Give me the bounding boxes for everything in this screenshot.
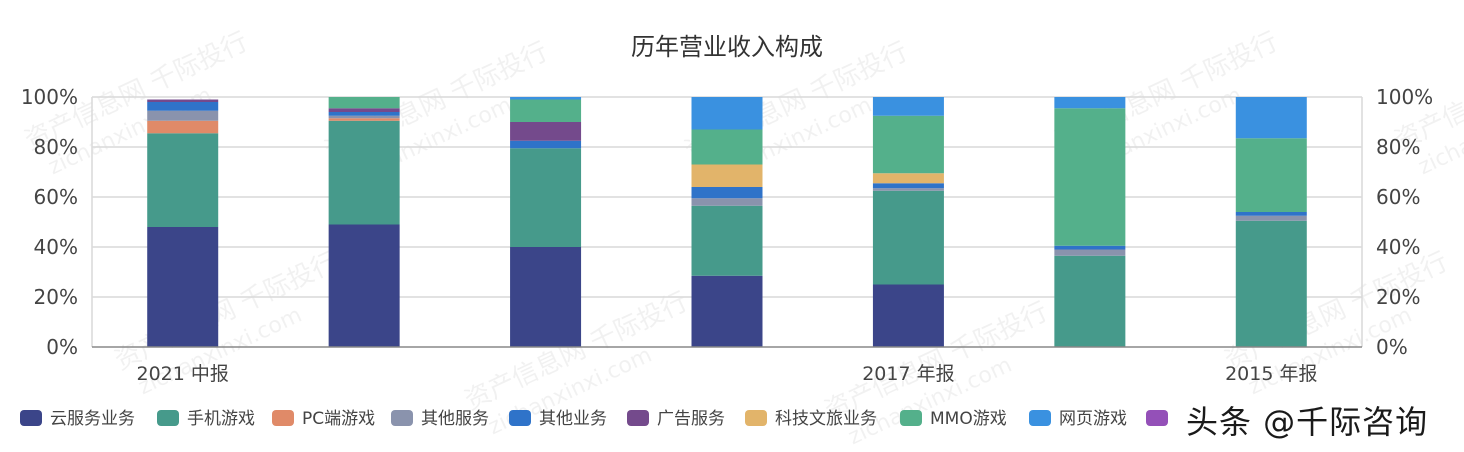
legend-item [1146,410,1168,426]
legend-item: 网页游戏 [1029,409,1127,429]
bar-segment [872,188,944,191]
bar-segment [1054,255,1126,347]
bar-segment [872,190,944,285]
bar-segment [872,183,944,189]
legend-item: PC端游戏 [272,409,375,429]
chart-title: 历年营业收入构成 [631,33,823,61]
legend-label: MMO游戏 [930,409,1007,429]
x-tick-label: 2015 年报 [1225,363,1317,385]
legend-label: 科技文旅业务 [775,409,877,429]
bar-segment [147,120,219,134]
legend-swatch [20,410,42,426]
y-tick-label-left: 60% [34,185,78,209]
bar-segment [872,115,944,174]
legend-swatch [1029,410,1051,426]
bar-segment [510,247,582,347]
bar-segment [510,122,582,141]
bar-segment [691,187,763,199]
bar-segment [147,99,219,102]
stacked-bars [147,97,1307,347]
bar-segment [510,99,582,122]
bar-segment [1235,97,1307,139]
left-y-axis: 0% 20% 40% 60% 80% 100% [21,85,78,359]
y-tick-label-right: 80% [1376,135,1420,159]
bar-segment [1235,138,1307,212]
legend-label: 手机游戏 [187,409,255,429]
legend-label: 广告服务 [657,409,725,429]
bar-segment [328,115,400,119]
bar-segment [691,97,763,130]
bar-segment [147,110,219,121]
bar-segment [872,173,944,184]
bar-segment [510,140,582,149]
legend-swatch [1146,410,1168,426]
bar-segment [1054,245,1126,250]
overlay-caption: 头条 @千际咨询 [1180,397,1435,443]
y-tick-label-right: 20% [1376,285,1420,309]
legend-swatch [157,410,179,426]
bar-segment [147,227,219,347]
bar-segment [872,284,944,347]
legend-item: 云服务业务 [20,409,135,429]
bar-segment [510,97,582,100]
legend-label: PC端游戏 [302,409,375,429]
bar-segment [691,198,763,206]
bar-segment [328,108,400,112]
bar-segment [510,148,582,247]
bar-segment [872,97,944,116]
y-tick-label-left: 80% [34,135,78,159]
legend-label: 其他服务 [421,409,489,429]
x-axis-labels: 2021 中报 2017 年报 2015 年报 [137,363,1318,385]
bar-segment [147,133,219,227]
legend-item: 科技文旅业务 [745,409,877,429]
bar-segment [691,164,763,187]
legend-swatch [627,410,649,426]
legend: 云服务业务 手机游戏 PC端游戏 其他服务 其他业务 广告服务 科技文旅业务 MMO游戏 网页游… [20,409,1168,429]
y-tick-label-right: 0% [1376,335,1408,359]
legend-label: 其他业务 [539,409,607,429]
bar-segment [691,205,763,276]
legend-item: 广告服务 [627,409,725,429]
bar-segment [1235,220,1307,347]
legend-swatch [900,410,922,426]
y-tick-label-right: 40% [1376,235,1420,259]
legend-label: 云服务业务 [50,409,135,429]
y-tick-label-left: 40% [34,235,78,259]
x-tick-label: 2021 中报 [137,363,229,385]
legend-item: 其他业务 [509,409,607,429]
bar-segment [328,224,400,347]
bar-segment [1054,249,1126,256]
bar-segment [1235,215,1307,221]
legend-swatch [272,410,294,426]
legend-swatch [509,410,531,426]
x-tick-label: 2017 年报 [862,363,954,385]
legend-item: MMO游戏 [900,409,1007,429]
legend-label: 网页游戏 [1059,409,1127,429]
bar-segment [328,112,400,116]
right-y-axis: 0% 20% 40% 60% 80% 100% [1376,85,1433,359]
bar-segment [1054,97,1126,109]
bar-segment [147,102,219,111]
bar-segment [1235,212,1307,216]
bar-segment [691,129,763,165]
bar-segment [691,275,763,347]
legend-swatch [745,410,767,426]
y-tick-label-left: 0% [46,335,78,359]
y-tick-label-left: 20% [34,285,78,309]
y-tick-label-right: 60% [1376,185,1420,209]
y-tick-label-right: 100% [1376,85,1433,109]
legend-swatch [391,410,413,426]
y-tick-label-left: 100% [21,85,78,109]
bar-segment [1054,108,1126,246]
legend-item: 其他服务 [391,409,489,429]
bar-segment [328,118,400,121]
bar-segment [328,120,400,225]
legend-item: 手机游戏 [157,409,255,429]
bar-segment [328,97,400,109]
